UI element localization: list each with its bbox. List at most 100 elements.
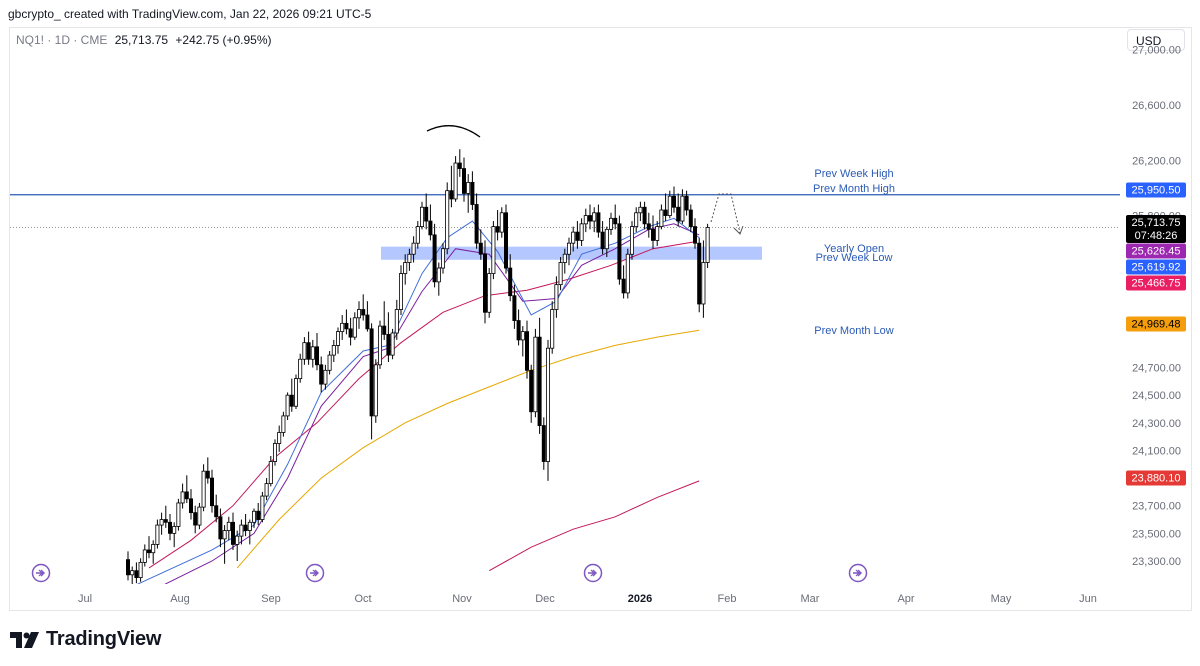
- candle-body: [445, 190, 450, 250]
- candle-body: [705, 227, 710, 263]
- candle-body: [541, 425, 546, 462]
- candle: [146, 536, 151, 559]
- candle-body: [634, 212, 639, 227]
- projection-arrow: [733, 225, 744, 235]
- candle-body: [562, 253, 567, 263]
- candle-body: [617, 223, 622, 280]
- ma-10-line: [136, 217, 700, 584]
- price-label: 25,626.45: [1126, 243, 1186, 259]
- price-label-text: 25,713.75: [1132, 217, 1181, 229]
- event-marker-icon[interactable]: [583, 563, 603, 583]
- candle-body: [369, 328, 374, 417]
- candle: [340, 315, 345, 340]
- candle: [588, 204, 593, 230]
- candle-body: [394, 309, 399, 334]
- candle: [554, 276, 559, 318]
- candle: [352, 312, 357, 340]
- candle-body: [235, 535, 240, 545]
- chart-frame: [9, 27, 1192, 611]
- x-tick-label: Nov: [452, 593, 472, 605]
- x-tick-label: Sep: [261, 593, 281, 605]
- y-tick-label: 26,200.00: [1132, 155, 1181, 167]
- event-marker-icon[interactable]: [31, 563, 51, 583]
- candle-body: [138, 561, 143, 578]
- price-label-bg: [1126, 275, 1186, 291]
- legend-price: 25,713.75: [114, 33, 169, 47]
- candle: [684, 190, 689, 216]
- candle-body: [163, 519, 168, 523]
- price-label: 23,880.10: [1126, 470, 1186, 486]
- price-label: 25,950.50: [1126, 182, 1186, 198]
- candle: [638, 201, 643, 222]
- candle-body: [272, 443, 277, 462]
- candle: [461, 157, 466, 202]
- candle-body: [344, 322, 349, 330]
- x-tick-label: Feb: [718, 593, 737, 605]
- x-tick-label: Jun: [1079, 593, 1097, 605]
- candle-body: [655, 226, 660, 241]
- candle: [592, 207, 597, 233]
- candle-body: [676, 206, 681, 222]
- y-tick-label: 27,000.00: [1132, 45, 1181, 57]
- candle: [688, 204, 693, 233]
- candle-body: [230, 521, 235, 545]
- candle-body: [268, 461, 273, 485]
- candle-body: [487, 273, 492, 313]
- candle: [663, 193, 668, 222]
- candle-body: [319, 364, 324, 385]
- candle-body: [546, 347, 551, 462]
- candle-body: [693, 226, 698, 244]
- candle: [209, 469, 214, 513]
- ma-200-line: [488, 480, 700, 572]
- candle-body: [592, 212, 597, 222]
- candle: [604, 226, 609, 257]
- legend-symbol[interactable]: NQ1! · 1D · CME: [16, 33, 108, 47]
- candle: [323, 364, 328, 390]
- candle-body: [172, 526, 177, 534]
- candle-body: [520, 331, 525, 341]
- y-tick-label: 24,500.00: [1132, 390, 1181, 402]
- candle-body: [436, 267, 441, 283]
- candle: [541, 417, 546, 470]
- candle-body: [184, 491, 189, 500]
- candle: [386, 312, 391, 363]
- candle: [155, 519, 160, 549]
- event-marker-icon[interactable]: [848, 563, 868, 583]
- event-marker-icon[interactable]: [305, 563, 325, 583]
- candle-body: [428, 220, 433, 236]
- candle: [512, 284, 517, 329]
- price-label-bg: [1126, 182, 1186, 198]
- candle-body: [667, 195, 672, 216]
- price-label-text: 23,880.10: [1132, 473, 1181, 485]
- candle-body: [697, 242, 702, 305]
- tradingview-brand[interactable]: TradingView: [10, 628, 161, 651]
- candle: [398, 265, 403, 316]
- candle: [642, 201, 647, 230]
- candle: [310, 339, 315, 368]
- candle-body: [247, 521, 252, 531]
- price-label-bg: [1126, 316, 1186, 332]
- candle: [239, 519, 244, 545]
- candle: [697, 237, 702, 313]
- candle-body: [251, 510, 256, 523]
- candle-body: [701, 262, 706, 305]
- candle: [693, 218, 698, 249]
- candle-body: [323, 369, 328, 385]
- currency-button[interactable]: USD: [1127, 29, 1185, 51]
- candle: [655, 221, 660, 246]
- candle: [621, 265, 626, 299]
- candle-body: [193, 512, 198, 526]
- chart-legend: NQ1! · 1D · CME 25,713.75 +242.75 (+0.95…: [16, 33, 272, 47]
- candle-body: [348, 328, 353, 338]
- candle-body: [516, 320, 521, 341]
- candle-body: [495, 226, 500, 233]
- candle-body: [159, 519, 164, 526]
- header-attribution: gbcrypto_ created with TradingView.com, …: [8, 7, 372, 21]
- candle-body: [340, 322, 345, 333]
- candle: [525, 320, 530, 379]
- candle-body: [403, 262, 408, 274]
- ma-100-line: [236, 329, 700, 569]
- tradingview-logo-icon: [10, 631, 39, 648]
- candle: [335, 327, 340, 354]
